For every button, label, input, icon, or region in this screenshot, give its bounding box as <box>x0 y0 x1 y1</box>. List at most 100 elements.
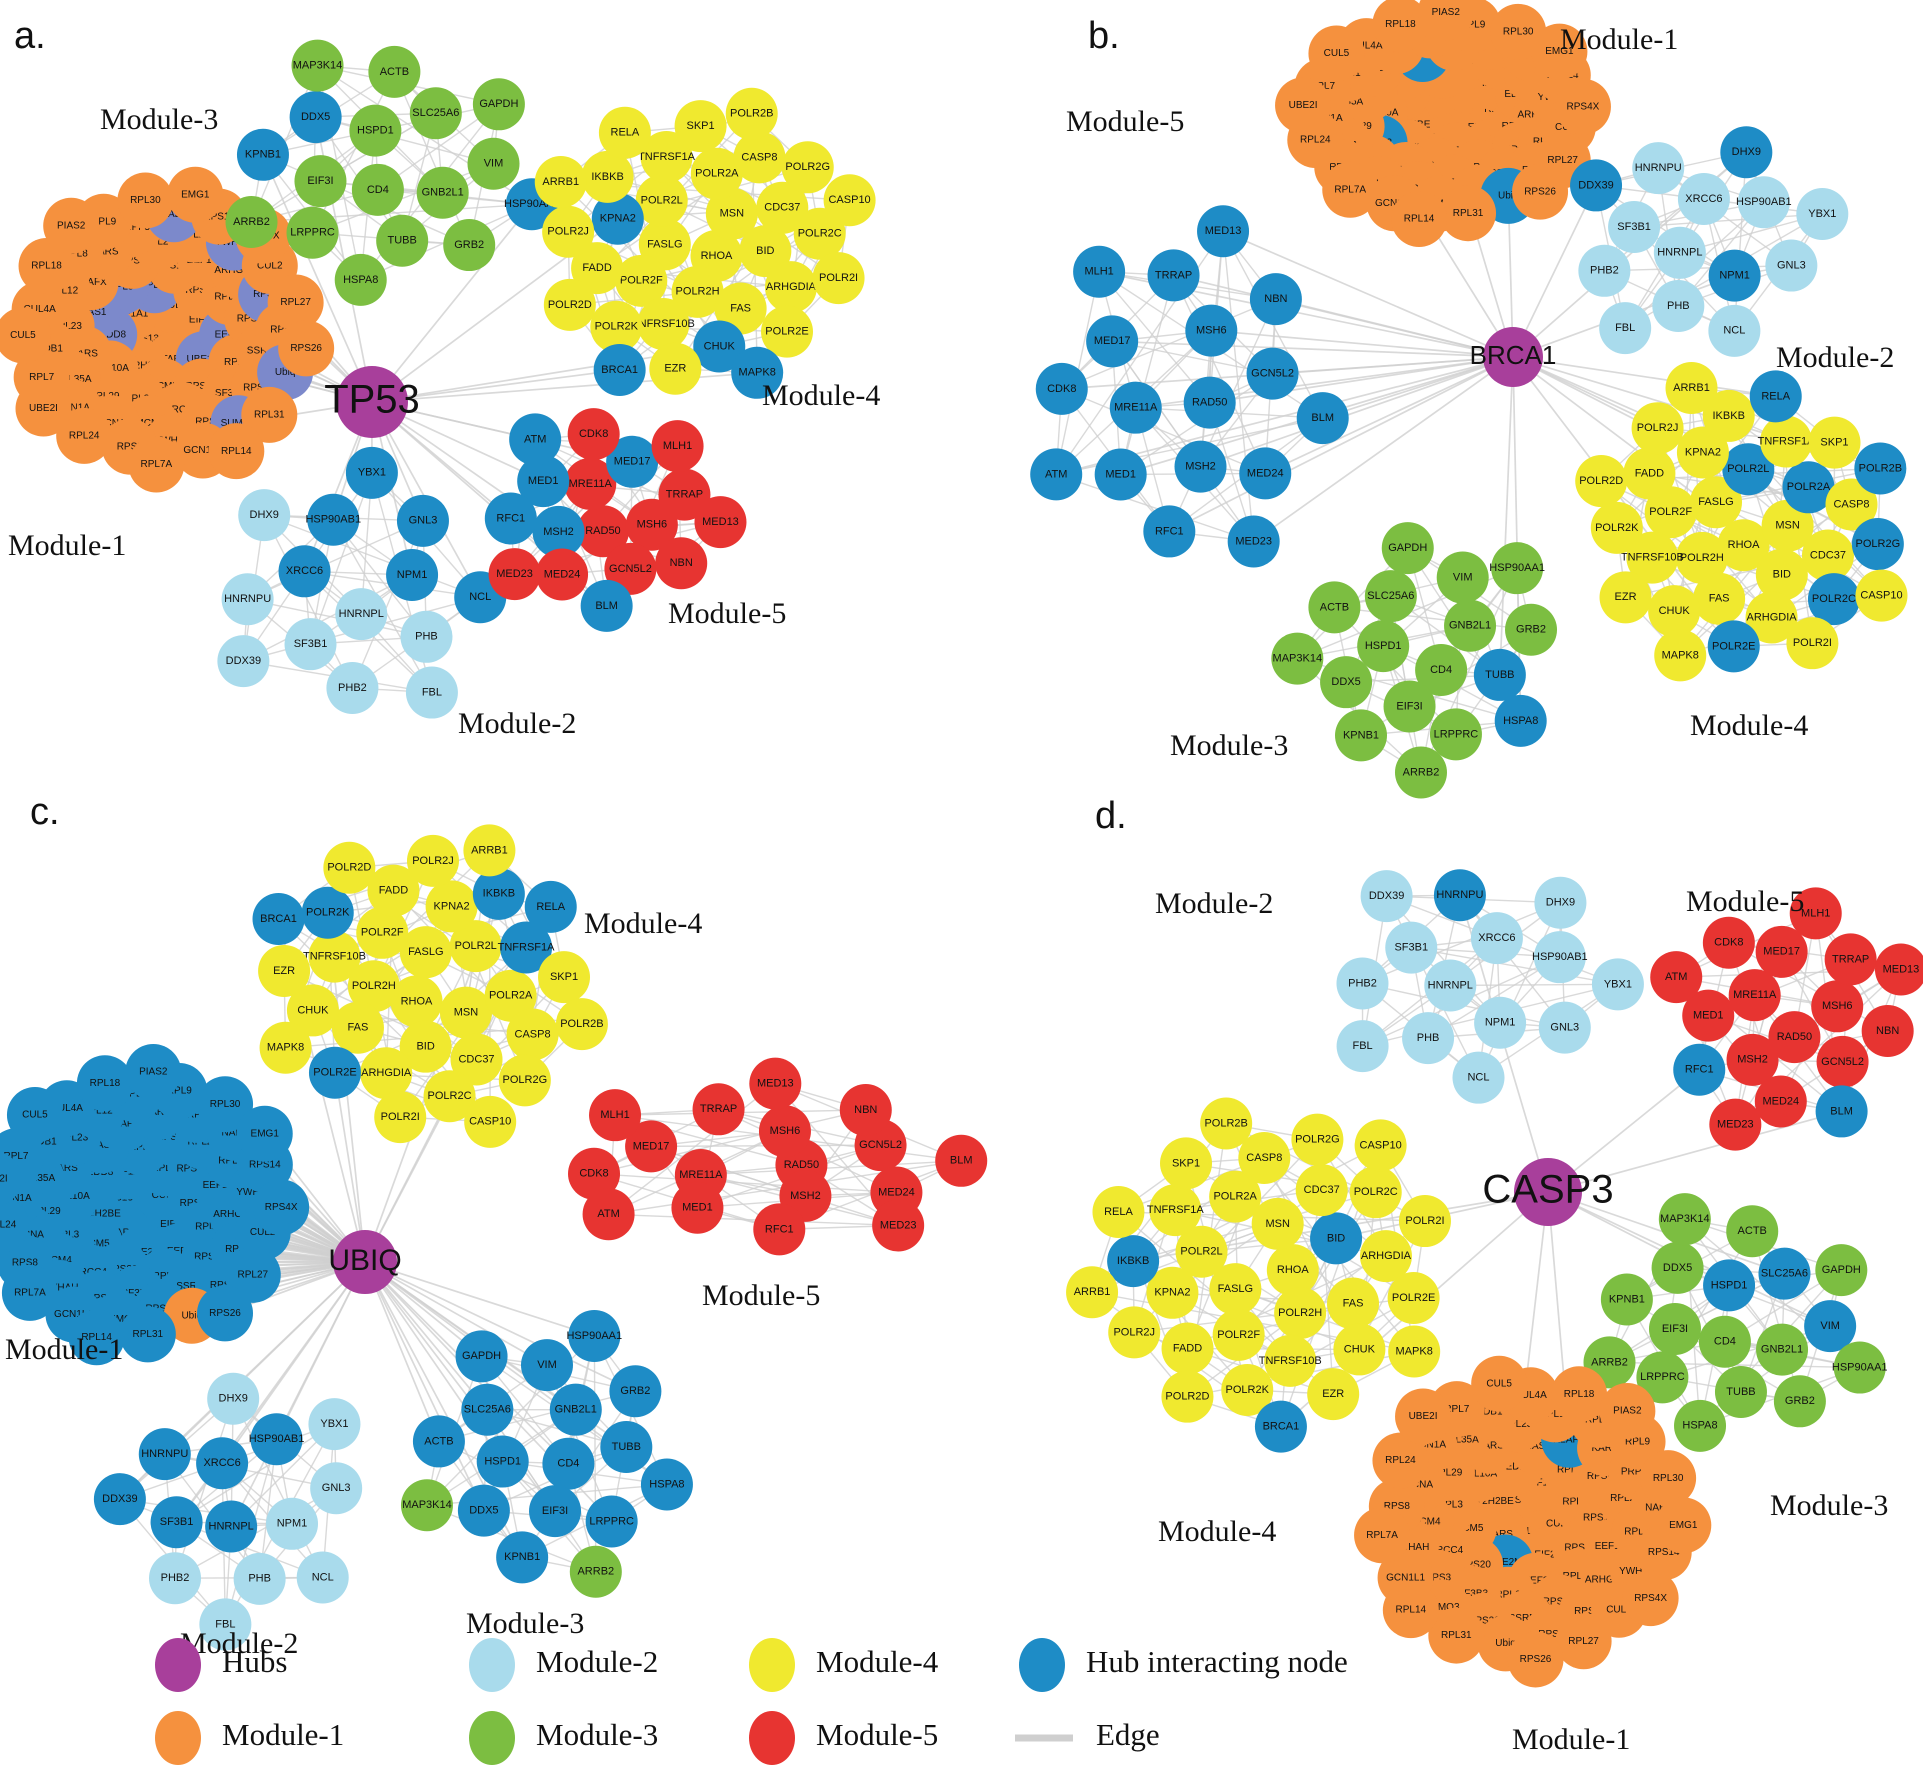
node-label: SSRP1 <box>176 1281 209 1292</box>
network-node <box>1109 381 1162 434</box>
node-label: FADD <box>582 262 611 274</box>
network-node <box>1275 77 1332 134</box>
network-node <box>449 920 502 973</box>
node-label: RPS14 <box>249 1159 281 1170</box>
network-node <box>1761 499 1814 552</box>
node-label: GNL3 <box>1777 259 1806 271</box>
network-node <box>1599 571 1652 624</box>
network-node <box>1336 1020 1389 1073</box>
legend-label: Module-3 <box>536 1717 658 1752</box>
node-label: RPL18 <box>31 261 62 272</box>
node-label: FAS <box>1343 1297 1364 1309</box>
node-label: MSH2 <box>1737 1054 1768 1066</box>
node-label: DHX9 <box>1546 897 1575 909</box>
network-node <box>1808 416 1861 469</box>
network-node <box>756 181 809 234</box>
node-label: MED17 <box>633 1140 670 1152</box>
network-node <box>1254 1400 1307 1453</box>
network-node <box>1745 591 1798 644</box>
node-label: RPL18 <box>90 1078 121 1089</box>
edge <box>364 1261 595 1337</box>
node-label: CUL2 <box>1606 1604 1632 1615</box>
node-label: GAPDH <box>462 1350 501 1362</box>
node-label: PHB2 <box>1348 977 1377 989</box>
node-label: ARHGDIA <box>1361 1250 1412 1262</box>
node-label: BID <box>416 1041 434 1053</box>
network-node <box>1786 617 1839 670</box>
node-label: ATM <box>524 433 546 445</box>
node-label: MED23 <box>1717 1119 1754 1131</box>
network-node <box>0 1197 29 1253</box>
node-label: RPL24 <box>1300 135 1331 146</box>
node-label: PHB2 <box>1590 265 1619 277</box>
node-label: TNFRSF10B <box>1259 1355 1322 1367</box>
hub-node <box>336 366 408 438</box>
node-label: RPL14 <box>81 1332 112 1343</box>
node-label: RPL27 <box>1547 155 1578 166</box>
network-node <box>1359 1230 1412 1283</box>
network-node <box>167 166 224 223</box>
node-label: MED17 <box>614 456 651 468</box>
node-label: KPNA2 <box>434 900 470 912</box>
node-label: POLR2B <box>1859 462 1902 474</box>
edge <box>1098 271 1211 404</box>
node-label: MCM5 <box>80 1238 110 1249</box>
network-node <box>615 254 668 307</box>
network-node <box>1066 1266 1119 1319</box>
network-node <box>658 468 711 521</box>
node-label: KPNB1 <box>504 1551 540 1563</box>
network-node <box>0 307 51 364</box>
node-label: RPL35A <box>54 374 92 385</box>
node-label: YWHAH <box>155 436 192 447</box>
edge <box>371 369 620 403</box>
node-label: RHOA <box>701 250 733 262</box>
node-label: CUL4A <box>24 304 57 315</box>
network-node <box>307 493 360 546</box>
network-node <box>823 174 876 227</box>
node-label: DDB1 <box>30 1137 57 1148</box>
network-node <box>1249 273 1302 326</box>
network-node <box>1209 1170 1262 1223</box>
node-label: RPS7 <box>253 289 280 300</box>
network-node <box>520 1339 573 1392</box>
network-node <box>692 1083 745 1136</box>
node-label: MLH1 <box>1801 907 1830 919</box>
node-label: EIF2A <box>1534 1549 1562 1560</box>
node-label: FAS <box>730 302 751 314</box>
node-label: NPM1 <box>277 1518 308 1530</box>
network-node <box>259 1021 312 1074</box>
node-label: CUL5 <box>10 330 36 341</box>
network-node <box>1631 402 1684 455</box>
node-label: ARRB1 <box>471 844 508 856</box>
node-label: MAPK8 <box>267 1042 304 1054</box>
network-node <box>536 548 589 601</box>
network-node <box>1650 951 1703 1004</box>
node-label: LRPPRC <box>1640 1371 1685 1383</box>
node-label: POLR2K <box>595 321 639 333</box>
node-label: SLC25A6 <box>1761 1268 1808 1280</box>
node-label: RPL9 <box>1460 20 1485 31</box>
network-node <box>1335 709 1388 762</box>
node-label: MED23 <box>880 1219 917 1231</box>
network-node <box>576 505 629 558</box>
node-label: RPL35A <box>18 1173 56 1184</box>
node-label: GCN5L2 <box>609 563 652 575</box>
network-node <box>1035 362 1088 415</box>
network-node <box>331 1001 384 1054</box>
network-node <box>1816 1035 1869 1088</box>
node-label: HIST2H2BE <box>1459 1496 1514 1507</box>
node-label: CD4 <box>557 1458 579 1470</box>
network-node <box>488 548 541 601</box>
node-label: HIST2H2BE <box>112 360 167 371</box>
node-label: NCL <box>469 591 491 603</box>
node-label: EIF3I <box>307 175 333 187</box>
network-node <box>674 100 727 153</box>
edge <box>1411 946 1619 986</box>
node-label: RPL10A <box>1460 1469 1498 1480</box>
node-label: FBL <box>215 1618 235 1630</box>
node-label: RPS20 <box>1459 1560 1491 1571</box>
edge <box>1322 356 1514 419</box>
node-label: VIM <box>484 158 504 170</box>
node-label: EZR <box>273 965 295 977</box>
node-label: RPL8 <box>1585 1415 1610 1426</box>
